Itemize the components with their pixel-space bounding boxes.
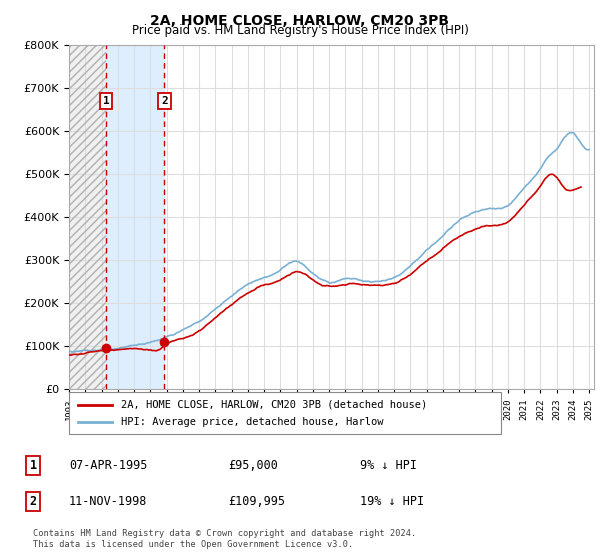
Bar	[69, 45, 106, 389]
Text: £95,000: £95,000	[228, 459, 278, 473]
Bar	[106, 45, 164, 389]
Text: Contains HM Land Registry data © Crown copyright and database right 2024.
This d: Contains HM Land Registry data © Crown c…	[33, 529, 416, 549]
Text: £109,995: £109,995	[228, 494, 285, 508]
Text: 2: 2	[161, 96, 168, 106]
Bar	[69, 45, 106, 389]
FancyBboxPatch shape	[69, 392, 501, 434]
Text: 07-APR-1995: 07-APR-1995	[69, 459, 148, 473]
Text: Price paid vs. HM Land Registry's House Price Index (HPI): Price paid vs. HM Land Registry's House …	[131, 24, 469, 37]
Text: 9% ↓ HPI: 9% ↓ HPI	[360, 459, 417, 473]
Text: 2: 2	[29, 494, 37, 508]
Text: 11-NOV-1998: 11-NOV-1998	[69, 494, 148, 508]
Text: 19% ↓ HPI: 19% ↓ HPI	[360, 494, 424, 508]
Text: 2A, HOME CLOSE, HARLOW, CM20 3PB (detached house): 2A, HOME CLOSE, HARLOW, CM20 3PB (detach…	[121, 400, 427, 409]
Text: 2A, HOME CLOSE, HARLOW, CM20 3PB: 2A, HOME CLOSE, HARLOW, CM20 3PB	[151, 14, 449, 28]
Text: HPI: Average price, detached house, Harlow: HPI: Average price, detached house, Harl…	[121, 417, 383, 427]
Text: 1: 1	[103, 96, 109, 106]
Text: 1: 1	[29, 459, 37, 473]
